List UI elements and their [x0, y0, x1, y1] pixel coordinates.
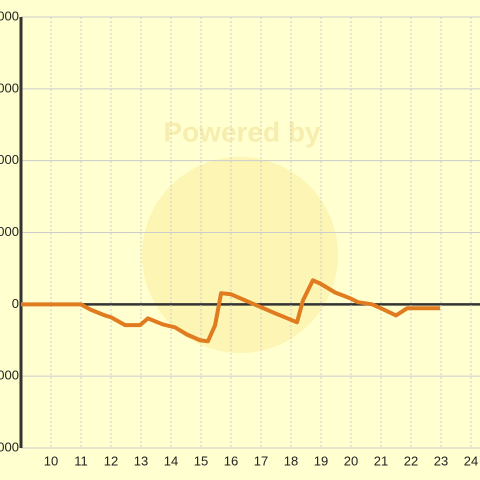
x-tick-label: 16	[224, 453, 238, 468]
x-tick-label: 10	[44, 453, 58, 468]
data-line	[21, 278, 441, 344]
x-tick-label: 12	[104, 453, 118, 468]
x-tick-label: 20	[344, 453, 358, 468]
x-tick-label: 18	[284, 453, 298, 468]
y-tick-label: 60,000	[0, 80, 19, 95]
y-tick-label: 80,000	[0, 8, 19, 23]
x-tick-label: 19	[314, 453, 328, 468]
y-tick-label: 20,000	[0, 224, 19, 239]
x-tick-label: 24	[464, 453, 478, 468]
x-tick-label: 15	[194, 453, 208, 468]
x-tick-label: 13	[134, 453, 148, 468]
x-tick-label: 22	[404, 453, 418, 468]
y-tick-label: -20,000	[0, 368, 19, 383]
watermark: Powered by	[163, 116, 321, 147]
y-tick-label: 0	[12, 296, 19, 311]
y-tick-label: 40,000	[0, 152, 19, 167]
x-tick-label: 11	[74, 453, 88, 468]
x-tick-label: 14	[164, 453, 178, 468]
x-tick-label: 23	[434, 453, 448, 468]
x-tick-label: 21	[374, 453, 388, 468]
y-tick-label: -40,000	[0, 439, 19, 454]
x-tick-label: 17	[254, 453, 268, 468]
